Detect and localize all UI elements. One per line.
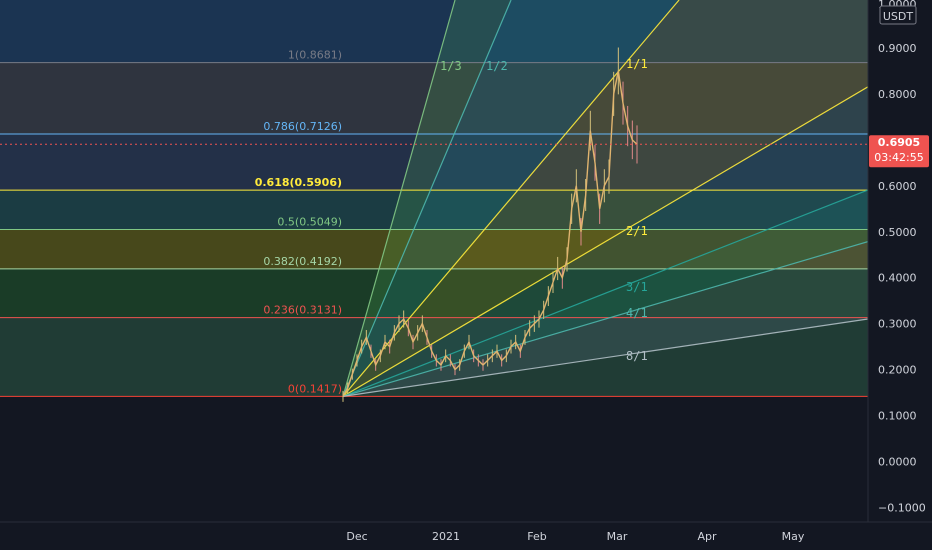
fib-lines	[0, 62, 868, 397]
price-tick-label: 0.4000	[878, 272, 917, 285]
fan-line	[342, 86, 868, 397]
fib-level-label: 0.382(0.4192)	[263, 255, 342, 268]
price-tick-label: 0.1000	[878, 410, 917, 423]
price-tick-label: −0.1000	[878, 501, 926, 514]
fan-line	[342, 318, 868, 397]
price-tick-label: 0.8000	[878, 88, 917, 101]
price-tick-label: 0.6000	[878, 180, 917, 193]
fib-band	[0, 190, 868, 230]
fan-line-label: 4/1	[626, 306, 648, 320]
fib-band	[0, 268, 868, 318]
fan-line	[342, 0, 512, 397]
fib-level-label: 0.236(0.3131)	[263, 304, 342, 317]
fan-line-label: 1/1	[626, 57, 648, 71]
price-line	[342, 70, 638, 397]
time-axis[interactable]: Dec 2021 Feb Mar Apr May	[346, 530, 805, 543]
price-tick-label: 0.5000	[878, 226, 917, 239]
fan-line	[342, 241, 868, 397]
fan-line-label: 1/2	[486, 59, 508, 73]
currency-unit-label: USDT	[883, 10, 914, 23]
fan-line-label: 1/3	[440, 59, 462, 73]
fib-level-label: 0.5(0.5049)	[277, 215, 342, 228]
time-tick-label: Apr	[697, 530, 717, 543]
fan-line	[342, 189, 868, 397]
fib-labels: 1(0.8681) 0.786(0.7126) 0.618(0.5906) 0.5(0…	[255, 49, 342, 396]
fan-labels: 1/3 1/2 1/1 2/1 3/1 4/1 8/1	[440, 57, 648, 363]
current-price-tag: 0.6905 03:42:55	[869, 135, 929, 168]
price-tick-label: 0.9000	[878, 42, 917, 55]
fan-line	[342, 0, 456, 397]
time-tick-label: Feb	[527, 530, 546, 543]
fib-level-label: 0.786(0.7126)	[263, 120, 342, 133]
fan-line-label: 2/1	[626, 224, 648, 238]
current-price-value: 0.6905	[878, 136, 920, 149]
fan-line-label: 8/1	[626, 349, 648, 363]
fan-line-label: 3/1	[626, 280, 648, 294]
time-axis-background	[0, 522, 932, 550]
price-tick-label: 0.3000	[878, 318, 917, 331]
time-tick-label: Dec	[346, 530, 367, 543]
fan-lines	[342, 0, 868, 397]
fib-level-label: 1(0.8681)	[288, 49, 342, 62]
price-series	[342, 47, 638, 402]
price-tick-label: 0.0000	[878, 456, 917, 469]
fib-band-top	[0, 0, 868, 63]
time-tick-label: Mar	[607, 530, 628, 543]
price-axis-background	[868, 0, 932, 522]
time-tick-label: 2021	[432, 530, 460, 543]
fan-wedge	[343, 0, 868, 397]
time-tick-label: May	[782, 530, 805, 543]
fib-level-label: 0.618(0.5906)	[255, 176, 342, 189]
price-axis[interactable]: 0.9000 0.8000 0.6000 0.5000 0.4000 0.3000 0.20…	[878, 42, 926, 515]
fib-band	[0, 229, 868, 269]
fib-level-label: 0(0.1417)	[288, 382, 342, 395]
currency-unit-badge[interactable]: USDT	[879, 5, 917, 25]
price-tick-label: 0.2000	[878, 364, 917, 377]
current-price-timer: 03:42:55	[874, 151, 923, 164]
